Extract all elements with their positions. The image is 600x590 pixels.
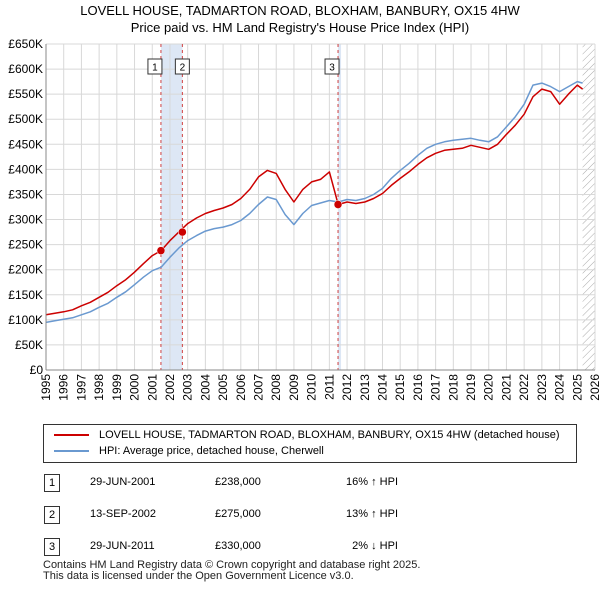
sale-date: 29-JUN-2011 [90,540,155,552]
x-tick-label: 2026 [588,374,600,401]
x-tick-label: 2016 [411,374,425,401]
chart-title-line1: LOVELL HOUSE, TADMARTON ROAD, BLOXHAM, B… [80,3,520,18]
legend-swatch-hpi [54,450,89,452]
y-tick-label: £100K [8,313,43,327]
y-tick-label: £500K [8,112,43,126]
x-tick-label: 2014 [375,374,389,401]
sale-row: 3 29-JUN-2011 £330,000 2% ↓ HPI [43,538,583,556]
y-tick-label: £450K [8,137,43,151]
sale-hpi-diff: 16% ↑ HPI [346,476,398,488]
x-tick-label: 2005 [216,374,230,401]
x-tick-label: 2012 [340,374,354,401]
x-tick-label: 2021 [499,374,513,401]
x-tick-label: 1998 [92,374,106,401]
sale-number-badge: 2 [44,506,60,524]
sale-hpi-diff: 13% ↑ HPI [346,508,398,520]
y-tick-label: £150K [8,288,43,302]
x-tick-label: 2019 [464,374,478,401]
x-tick-label: 1999 [110,374,124,401]
sale-price: £238,000 [215,476,261,488]
sale-date: 29-JUN-2001 [90,476,156,488]
sale-label-box [324,58,340,75]
x-tick-label: 2022 [517,374,531,401]
legend-item-hpi: HPI: Average price, detached house, Cher… [54,443,324,459]
x-tick-label: 2020 [482,374,496,401]
sale-label-text: 1 [152,63,158,74]
x-tick-label: 1996 [57,374,71,401]
x-tick-label: 2002 [163,374,177,401]
x-tick-label: 2018 [446,374,460,401]
price-chart: 1 2 3 £0 £50K £100K £150K £200K £250K £300K £350K £… [8,37,600,401]
x-tick-label: 2024 [553,374,567,401]
x-tick-label: 2025 [570,374,584,401]
y-tick-label: £650K [8,37,43,51]
sale-row: 1 29-JUN-2001 £238,000 16% ↑ HPI [43,474,583,492]
y-tick-label: £350K [8,187,43,201]
x-tick-label: 2006 [234,374,248,401]
y-tick-label: £300K [8,213,43,227]
sale-point [333,200,343,209]
hpi-line [45,80,583,324]
x-tick-label: 2007 [252,374,266,401]
x-tick-label: 2023 [535,374,549,401]
sale-date: 13-SEP-2002 [90,508,157,520]
legend-label-property: LOVELL HOUSE, TADMARTON ROAD, BLOXHAM, B… [99,429,560,441]
y-tick-label: £550K [8,87,43,101]
sale-label-box [147,58,163,75]
sale-band [160,44,183,370]
sale-point [156,246,166,255]
y-tick-label: £200K [8,263,43,277]
y-tick-label: £250K [8,238,43,252]
sale-number-badge: 3 [44,538,60,556]
x-tick-label: 2009 [287,374,301,401]
x-tick-label: 2001 [145,374,159,401]
y-tick-label: £400K [8,162,43,176]
x-tick-label: 2013 [358,374,372,401]
legend-item-property: LOVELL HOUSE, TADMARTON ROAD, BLOXHAM, B… [54,427,560,443]
x-tick-label: 2011 [322,374,336,400]
x-tick-label: 2015 [393,374,407,401]
sale-label-text: 3 [329,63,335,74]
footer-copyright: Contains HM Land Registry data © Crown c… [43,559,421,571]
x-tick-label: 2000 [128,374,142,401]
x-tick-label: 2003 [181,374,195,401]
footer: Contains HM Land Registry data © Crown c… [43,560,420,582]
sale-label-box [174,58,190,75]
x-tick-label: 2017 [429,374,443,401]
sale-number-badge: 1 [44,474,60,492]
legend-label-hpi: HPI: Average price, detached house, Cher… [99,445,324,457]
sale-price: £275,000 [215,508,261,520]
property-price-line [45,84,584,316]
y-tick-label: £0 [30,363,44,377]
footer-licence: This data is licensed under the Open Gov… [43,570,354,582]
x-tick-label: 2010 [305,374,319,401]
chart-legend: LOVELL HOUSE, TADMARTON ROAD, BLOXHAM, B… [43,424,577,463]
projection-hatch [582,44,595,370]
legend-swatch-property [54,434,89,436]
y-tick-label: £600K [8,62,43,76]
sale-price: £330,000 [215,540,261,552]
x-tick-label: 2004 [198,374,212,401]
x-tick-label: 1995 [39,374,53,401]
y-tick-label: £50K [15,338,43,352]
sale-point [178,227,187,237]
sale-hpi-diff: 2% ↓ HPI [352,540,398,552]
x-tick-label: 2008 [269,374,283,401]
x-tick-label: 1997 [74,374,88,401]
sale-label-text: 2 [180,63,186,74]
sale-row: 2 13-SEP-2002 £275,000 13% ↑ HPI [43,506,583,524]
chart-title-line2: Price paid vs. HM Land Registry's House … [130,20,470,35]
